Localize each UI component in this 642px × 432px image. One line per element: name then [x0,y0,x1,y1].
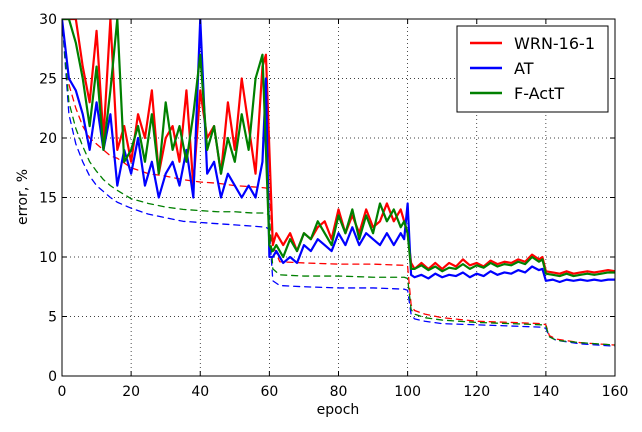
y-tick-label: 30 [39,12,57,28]
x-tick-label: 20 [122,384,140,400]
legend-label: F-ActT [514,84,564,103]
y-tick-label: 15 [39,191,57,207]
x-tick-label: 0 [58,384,67,400]
tick-labels: 0 20 40 60 80 100 120 140 160 0 5 10 15 20 25 30 [39,12,628,400]
axis-ticks [61,18,616,377]
legend-label: AT [514,59,534,78]
series-line-dashed-4 [62,19,615,347]
x-tick-label: 40 [191,384,209,400]
series-line-dashed-5 [62,19,615,346]
x-tick-label: 80 [330,384,348,400]
x-tick-label: 160 [602,384,629,400]
legend-label: WRN-16-1 [514,34,595,53]
x-axis-label: epoch [317,402,360,418]
x-tick-label: 140 [533,384,560,400]
x-tick-label: 60 [260,384,278,400]
y-tick-label: 0 [48,369,57,385]
y-tick-label: 10 [39,250,57,266]
y-tick-label: 20 [39,131,57,147]
y-tick-label: 25 [39,72,57,88]
x-tick-label: 100 [394,384,421,400]
y-axis-label: error, % [15,169,31,225]
y-tick-label: 5 [48,310,57,326]
legend: WRN-16-1 AT F-ActT [456,25,609,113]
series-line-f-actt [62,19,615,278]
series-line-at [62,19,615,284]
x-tick-label: 120 [463,384,490,400]
series-lines [62,19,615,347]
